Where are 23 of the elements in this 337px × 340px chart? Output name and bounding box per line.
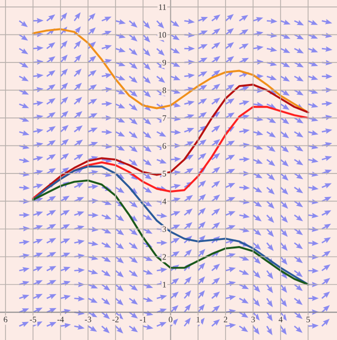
y-tick-label: 5 xyxy=(162,170,166,176)
x-tick-label: 3 xyxy=(251,316,255,322)
x-tick-label: -1 xyxy=(140,316,146,322)
y-tick-label: 4 xyxy=(162,198,166,204)
y-tick-label: 3 xyxy=(162,226,166,232)
x-tick-label: 6 xyxy=(4,316,8,322)
y-tick-label: 2 xyxy=(162,254,166,260)
x-tick-label: 1 xyxy=(196,316,200,322)
x-tick-label: -2 xyxy=(112,316,119,322)
x-tick-label: 0 xyxy=(168,316,172,322)
x-tick-label: -3 xyxy=(84,316,92,322)
y-tick-label: 6 xyxy=(162,143,166,149)
y-tick-label: 10 xyxy=(158,32,166,38)
x-tick-label: 4 xyxy=(278,316,283,322)
x-tick-label: 5 xyxy=(306,316,310,322)
y-tick-label: 9 xyxy=(162,60,166,66)
x-tick-label: 2 xyxy=(224,316,228,322)
y-tick-label: 1 xyxy=(162,282,166,288)
y-tick-label: 8 xyxy=(162,88,166,94)
x-tick-label: -4 xyxy=(57,316,64,322)
x-tick-label: -5 xyxy=(30,316,36,322)
y-tick-label: 11 xyxy=(159,4,166,10)
y-tick-label: 7 xyxy=(162,115,166,121)
